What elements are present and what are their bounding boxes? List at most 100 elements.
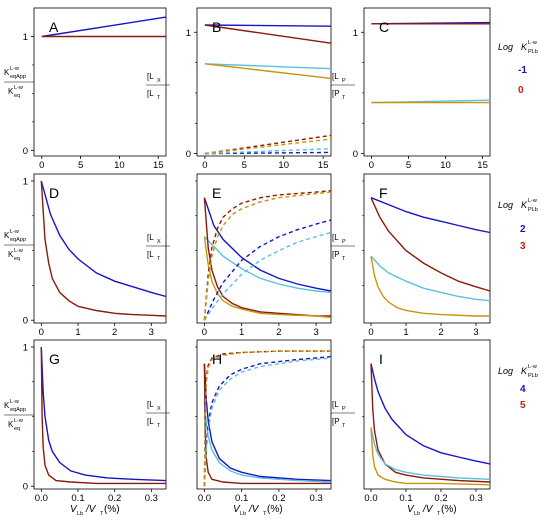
series-line-cyan-dashed bbox=[204, 148, 332, 155]
ylabel-keq-row2: K L-w eqApp K L-w eq bbox=[4, 229, 34, 262]
legend-row3: Log K L-w PLb 4 5 bbox=[498, 364, 538, 411]
series-line-orange-dashed bbox=[203, 191, 332, 321]
series-line-darkred-dashed bbox=[203, 190, 332, 321]
ylabel-lx-den: [L bbox=[147, 89, 154, 98]
series-line-blue bbox=[370, 363, 491, 465]
ylabel-lp-den: [P bbox=[332, 89, 340, 98]
panel-letter: B bbox=[212, 19, 221, 35]
ylabel-keq-num-sup: L-w bbox=[10, 399, 19, 405]
ylabel-lp-num-sub: P bbox=[342, 78, 346, 84]
ylabel-keq-den: K bbox=[8, 87, 14, 96]
panel-letter: H bbox=[212, 351, 222, 367]
series-line-cyan bbox=[370, 427, 491, 480]
series-line-darkred bbox=[40, 180, 167, 317]
x-tick-label: 5 bbox=[78, 160, 83, 171]
series-line-orange bbox=[370, 427, 491, 486]
ylabel-lx-den-sub: T bbox=[157, 256, 161, 262]
legend-title: Log bbox=[498, 366, 513, 376]
x-tick-label: 0.3 bbox=[310, 493, 323, 504]
panel-letter: I bbox=[379, 351, 383, 367]
series-line-cyan-dashed bbox=[203, 231, 332, 321]
series-line-blue bbox=[204, 24, 332, 27]
ylabel-lx-row3: [L X [L T bbox=[146, 400, 170, 429]
legend-k: K bbox=[521, 366, 528, 376]
series-line-orange-dashed bbox=[204, 138, 332, 155]
ylabel-keq-den-sub: eq bbox=[14, 93, 20, 99]
x-tick-label: 0 bbox=[369, 160, 374, 171]
x-tick-label: 1 bbox=[239, 327, 244, 338]
xlabel-col1: V Lb /V T (%) bbox=[70, 504, 120, 517]
panel-frame bbox=[363, 339, 491, 490]
ylabel-lx-num-sub: X bbox=[157, 406, 161, 412]
x-tick-label: 0.1 bbox=[71, 493, 84, 504]
ylabel-lp-den-sub: T bbox=[342, 256, 346, 262]
ylabel-lp-den: [P bbox=[332, 417, 340, 426]
x-tick-label: 0.2 bbox=[108, 493, 121, 504]
ylabel-lp-num-sub: P bbox=[342, 239, 346, 245]
series-line-blue-dashed bbox=[203, 219, 332, 321]
legend-k-sup: L-w bbox=[528, 40, 537, 46]
ylabel-keq-num-sub: eqApp bbox=[10, 74, 26, 80]
x-tick-label: 0 bbox=[202, 160, 207, 171]
panel-frame bbox=[196, 173, 332, 324]
legend-value-darkred: 3 bbox=[520, 241, 526, 252]
ylabel-lp-row2: [L P [P T bbox=[331, 233, 355, 262]
ylabel-lx-den: [L bbox=[147, 417, 154, 426]
x-tick-label: 2 bbox=[438, 327, 443, 338]
xlabel-main: V bbox=[70, 504, 78, 515]
panel-frame bbox=[196, 339, 332, 490]
ylabel-keq-num-sup: L-w bbox=[10, 66, 19, 72]
ylabel-lx-row1: [L X [L T bbox=[146, 72, 170, 101]
ylabel-keq-den-sup: L-w bbox=[14, 418, 23, 424]
series-line-darkred bbox=[40, 346, 166, 485]
panel-E: 0 1 2 3 E bbox=[195, 173, 332, 338]
x-tick-label: 0.0 bbox=[364, 493, 377, 504]
y-tick-label: 0 bbox=[23, 146, 28, 157]
xlabel-main: V bbox=[233, 504, 241, 515]
x-tick-label: 0.3 bbox=[145, 493, 158, 504]
panel-B: 0 5 10 15 0 1 B bbox=[186, 7, 332, 171]
panel-letter: C bbox=[379, 19, 389, 35]
series-line-blue bbox=[370, 197, 491, 234]
xlabel-mid: /V bbox=[248, 504, 260, 515]
xlabel-sub2: T bbox=[263, 511, 267, 517]
xlabel-mid: /V bbox=[422, 504, 434, 515]
xlabel-unit: (%) bbox=[267, 504, 283, 515]
ylabel-keq-den-sup: L-w bbox=[14, 85, 23, 91]
series-line-cyan bbox=[204, 63, 332, 70]
x-tick-label: 0 bbox=[368, 327, 373, 338]
ylabel-lx-num-sub: X bbox=[157, 78, 161, 84]
ylabel-lp-num: [L bbox=[332, 72, 339, 81]
y-tick-label: 0 bbox=[23, 316, 28, 327]
legend-row2: Log K L-w PLb 2 3 bbox=[498, 198, 538, 252]
panel-A: 0 5 10 15 0 1 A bbox=[23, 7, 167, 171]
y-tick-label: 0 bbox=[23, 482, 28, 493]
panel-frame bbox=[33, 339, 167, 490]
y-tick-label: 1 bbox=[23, 342, 28, 353]
xlabel-sub1: Lb bbox=[414, 511, 420, 517]
ylabel-keq-num-sup: L-w bbox=[10, 229, 19, 235]
ylabel-lx-row2: [L X [L T bbox=[146, 233, 170, 262]
ylabel-lp-num: [L bbox=[332, 400, 339, 409]
series-line-darkred bbox=[204, 24, 332, 44]
x-tick-label: 3 bbox=[149, 327, 154, 338]
x-tick-label: 5 bbox=[242, 160, 247, 171]
panel-F: 0 1 2 3 F bbox=[362, 173, 491, 338]
xlabel-unit: (%) bbox=[441, 504, 457, 515]
x-tick-label: 0.1 bbox=[399, 493, 412, 504]
legend-value-darkred: 0 bbox=[518, 85, 524, 96]
y-tick-label: 1 bbox=[23, 176, 28, 187]
ylabel-lp-den-sub: T bbox=[342, 423, 346, 429]
ylabel-keq-den-sub: eq bbox=[14, 256, 20, 262]
ylabel-keq-row1: K L-w eqApp K L-w eq bbox=[4, 66, 34, 99]
xlabel-col2: V Lb /V T (%) bbox=[233, 504, 283, 517]
ylabel-keq-den: K bbox=[8, 420, 14, 429]
panel-letter: F bbox=[379, 185, 388, 201]
panel-frame bbox=[363, 173, 491, 324]
legend-k: K bbox=[521, 200, 528, 210]
ylabel-lx-den: [L bbox=[147, 250, 154, 259]
xlabel-col3: V Lb /V T (%) bbox=[407, 504, 457, 517]
legend-row1: Log K L-w PLb -1 0 bbox=[498, 40, 538, 96]
